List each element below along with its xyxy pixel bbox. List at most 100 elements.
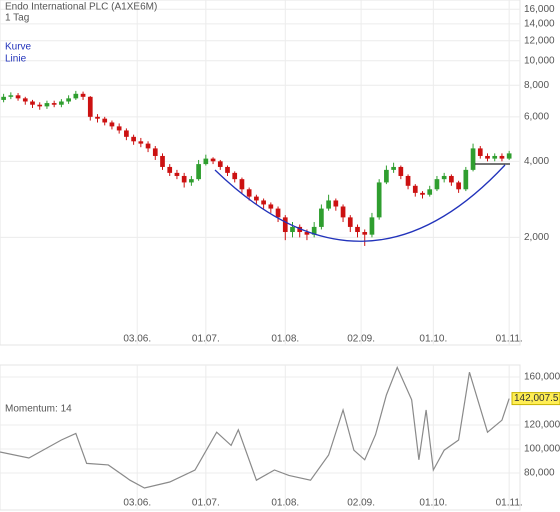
candle-body	[239, 179, 245, 190]
grid	[0, 0, 520, 509]
candle-body	[485, 155, 490, 159]
candle-body	[282, 217, 288, 233]
candle-body	[109, 122, 115, 127]
x-tick-label: 02.09.	[347, 498, 375, 509]
y-tick-label: 8,000	[524, 80, 549, 91]
candle-body	[398, 166, 404, 176]
candle-body	[449, 175, 454, 183]
candle-body	[420, 192, 425, 195]
price-frame	[0, 0, 521, 346]
candle-body	[391, 166, 396, 170]
candle-body	[347, 217, 353, 227]
candle-body	[362, 232, 368, 235]
candle-body	[174, 172, 180, 176]
y-tick-label: 10,000	[524, 55, 555, 66]
candle-body	[196, 164, 201, 180]
y-tick-label: 100,000	[524, 444, 560, 455]
candle-body	[412, 185, 418, 193]
candle-body	[232, 172, 238, 180]
candle-body	[506, 153, 512, 159]
chart-subtitle: 1 Tag	[5, 13, 29, 24]
candle-body	[463, 169, 469, 190]
y-tick-label: 6,000	[524, 111, 549, 122]
candle-body	[102, 118, 108, 123]
candle-body	[304, 232, 310, 235]
x-tick-label: 03.06.	[123, 334, 151, 345]
y-tick-label: 160,000	[524, 372, 560, 383]
candle-body	[138, 141, 144, 144]
candle-body	[384, 169, 389, 183]
x-tick-label: 02.09.	[347, 334, 375, 345]
candle-body	[116, 126, 122, 131]
candle-body	[217, 161, 223, 167]
x-tick-label: 01.07.	[192, 498, 220, 509]
candle-body	[311, 226, 317, 235]
candle-body	[73, 93, 79, 99]
candle-body	[210, 158, 216, 162]
candle-body	[376, 182, 382, 218]
marks	[0, 90, 512, 489]
candle-body	[167, 166, 173, 173]
indicator-label: Momentum: 14	[5, 404, 72, 415]
x-tick-label: 01.08.	[271, 334, 299, 345]
candle-body	[355, 226, 360, 233]
y-tick-label: 2,000	[524, 232, 549, 243]
candle-body	[477, 148, 483, 156]
candle-body	[30, 101, 35, 105]
candle-body	[261, 200, 266, 205]
candle-body	[268, 204, 274, 209]
candle-body	[492, 155, 498, 159]
annotation: Linie	[5, 54, 27, 65]
candle-body	[22, 98, 28, 102]
candle-body	[427, 189, 433, 195]
candle-body	[59, 101, 64, 105]
y-tick-label: 80,000	[524, 468, 555, 479]
x-tick-label: 01.07.	[192, 334, 220, 345]
last-value-label: 142,007.5	[514, 393, 559, 404]
candle-body	[434, 179, 440, 190]
candle-body	[441, 175, 447, 180]
momentum-frame	[0, 364, 521, 511]
candle-body	[37, 104, 43, 107]
candle-body	[297, 226, 303, 233]
candle-body	[87, 96, 93, 117]
candle-body	[124, 130, 129, 137]
candle-body	[275, 208, 281, 218]
x-tick-label: 01.10.	[419, 498, 447, 509]
candle-body	[254, 196, 259, 201]
candle-body	[160, 155, 165, 167]
candle-body	[290, 226, 295, 233]
y-tick-label: 4,000	[524, 156, 549, 167]
candle-body	[145, 143, 151, 149]
candle-body	[1, 96, 6, 100]
momentum-line	[0, 365, 510, 489]
candle-body	[44, 103, 50, 107]
candle-body	[80, 93, 86, 97]
y-tick-label: 120,000	[524, 420, 560, 431]
candle-body	[189, 179, 194, 183]
candle-body	[51, 103, 57, 105]
x-tick-label: 01.10.	[419, 334, 447, 345]
y-tick-label: 16,000	[524, 4, 555, 15]
candle-body	[470, 148, 476, 170]
candle-body	[456, 182, 461, 190]
candle-body	[8, 95, 14, 97]
candle-body	[405, 175, 411, 186]
x-tick-label: 01.08.	[271, 498, 299, 509]
candle-body	[333, 200, 339, 207]
candle-body	[203, 158, 209, 165]
annotation: Kurve	[5, 42, 32, 53]
candle-body	[340, 206, 346, 218]
candle-body	[499, 155, 505, 159]
candle-body	[246, 189, 252, 197]
x-tick-label: 01.11.	[496, 334, 523, 345]
candle-body	[369, 217, 375, 235]
candle-body	[95, 116, 100, 119]
candle-body	[152, 148, 158, 156]
candle-body	[181, 175, 187, 183]
y-tick-label: 14,000	[524, 18, 555, 29]
candle-body	[326, 200, 331, 209]
y-tick-label: 12,000	[524, 35, 555, 46]
